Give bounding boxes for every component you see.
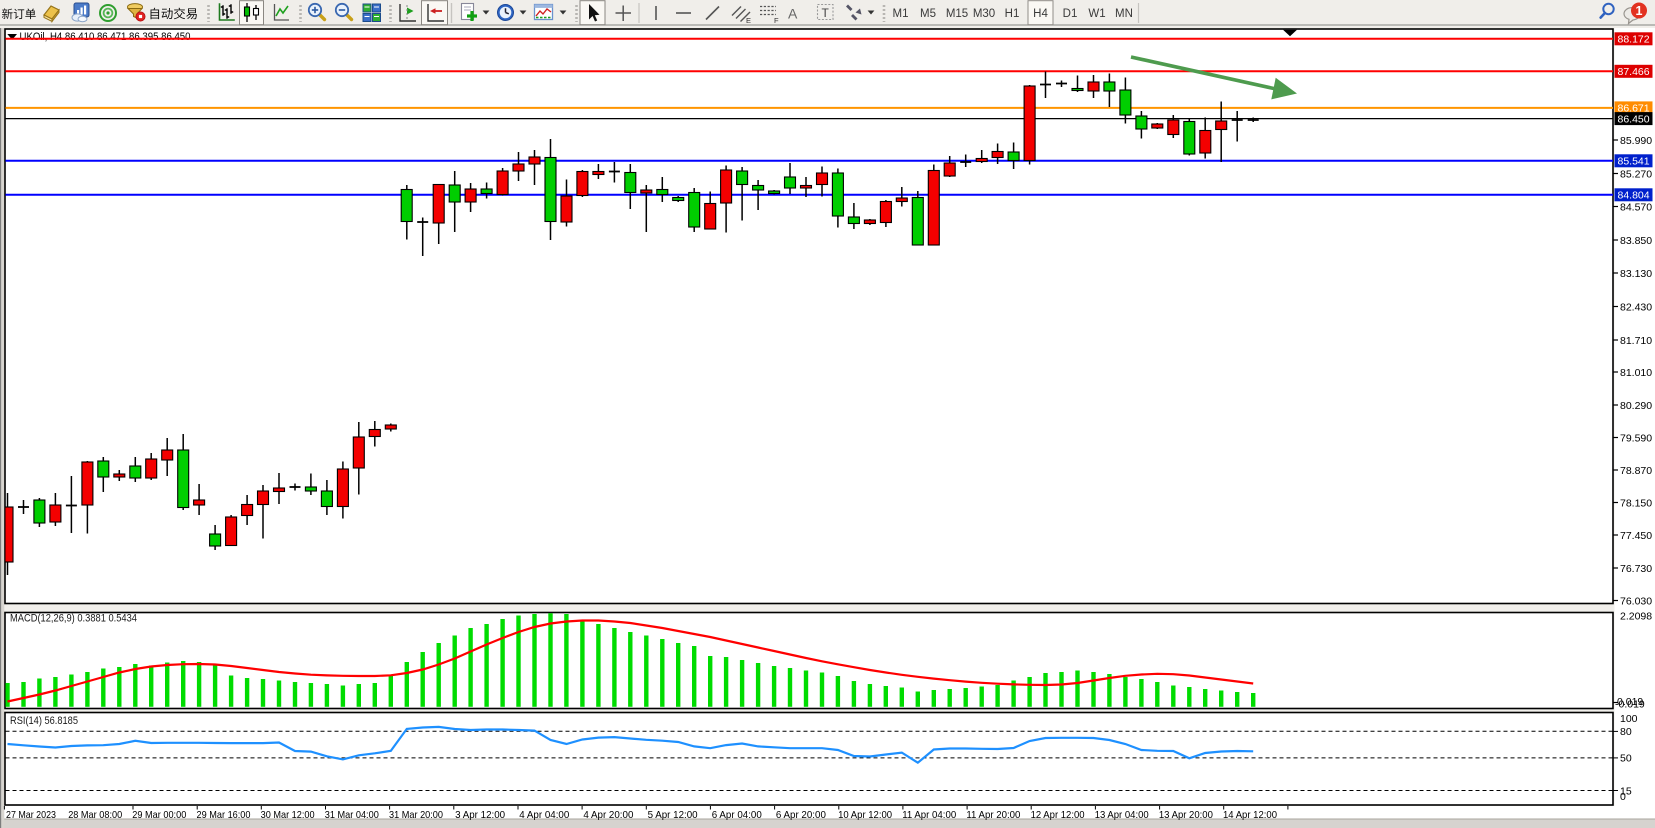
svg-text:76.030: 76.030 [1620, 595, 1652, 607]
svg-text:W1: W1 [1088, 8, 1105, 20]
svg-text:85.990: 85.990 [1620, 135, 1652, 147]
svg-text:30 Mar 12:00: 30 Mar 12:00 [261, 809, 315, 821]
svg-text:-0.019: -0.019 [1615, 699, 1645, 711]
svg-text:A: A [788, 6, 798, 22]
svg-text:M15: M15 [946, 8, 968, 20]
svg-text:50: 50 [1620, 753, 1632, 765]
svg-text:76.730: 76.730 [1620, 563, 1652, 575]
svg-text:M5: M5 [920, 8, 936, 20]
svg-text:12 Apr 12:00: 12 Apr 12:00 [1031, 809, 1085, 821]
svg-text:M1: M1 [893, 8, 909, 20]
svg-text:81.710: 81.710 [1620, 335, 1652, 347]
svg-text:MN: MN [1115, 8, 1133, 20]
svg-text:78.870: 78.870 [1620, 465, 1652, 477]
svg-text:E: E [746, 16, 751, 25]
svg-text:84.804: 84.804 [1618, 190, 1650, 202]
svg-text:79.590: 79.590 [1620, 432, 1652, 444]
svg-text:31 Mar 04:00: 31 Mar 04:00 [325, 809, 379, 821]
svg-text:85.541: 85.541 [1618, 156, 1650, 168]
svg-text:6 Apr 04:00: 6 Apr 04:00 [712, 809, 762, 821]
svg-text:82.430: 82.430 [1620, 301, 1652, 313]
svg-text:77.450: 77.450 [1620, 530, 1652, 542]
svg-text:83.850: 83.850 [1620, 235, 1652, 247]
svg-text:84.570: 84.570 [1620, 201, 1652, 213]
svg-text:31 Mar 20:00: 31 Mar 20:00 [389, 809, 443, 821]
svg-text:86.671: 86.671 [1618, 103, 1650, 115]
svg-text:83.130: 83.130 [1620, 268, 1652, 280]
svg-text:29 Mar 00:00: 29 Mar 00:00 [132, 809, 186, 821]
svg-text:11 Apr 04:00: 11 Apr 04:00 [902, 809, 956, 821]
svg-text:86.450: 86.450 [1618, 113, 1650, 125]
svg-text:14 Apr 12:00: 14 Apr 12:00 [1223, 809, 1277, 821]
svg-text:H1: H1 [1005, 8, 1020, 20]
svg-text:T: T [822, 6, 830, 20]
svg-text:RSI(14) 56.8185: RSI(14) 56.8185 [10, 715, 78, 727]
svg-text:3 Apr 12:00: 3 Apr 12:00 [455, 809, 505, 821]
svg-text:80: 80 [1620, 726, 1632, 738]
svg-text:2.2098: 2.2098 [1620, 610, 1652, 622]
svg-text:1: 1 [1636, 4, 1643, 18]
svg-text:11 Apr 20:00: 11 Apr 20:00 [966, 809, 1020, 821]
svg-text:4 Apr 20:00: 4 Apr 20:00 [583, 809, 633, 821]
svg-text:0: 0 [1620, 791, 1626, 803]
svg-text:4 Apr 04:00: 4 Apr 04:00 [519, 809, 569, 821]
svg-text:100: 100 [1620, 713, 1638, 725]
svg-text:78.150: 78.150 [1620, 497, 1652, 509]
svg-text:13 Apr 04:00: 13 Apr 04:00 [1095, 809, 1149, 821]
svg-text:28 Mar 08:00: 28 Mar 08:00 [68, 809, 122, 821]
svg-text:UKOil, H4 86.410 86.471 86.39: UKOil, H4 86.410 86.471 86.395 86.450 [20, 31, 191, 43]
svg-text:88.172: 88.172 [1618, 34, 1650, 46]
svg-text:10 Apr 12:00: 10 Apr 12:00 [838, 809, 892, 821]
svg-text:13 Apr 20:00: 13 Apr 20:00 [1159, 809, 1213, 821]
svg-text:MACD(12,26,9) 0.3881 0.5434: MACD(12,26,9) 0.3881 0.5434 [10, 613, 137, 625]
svg-text:85.270: 85.270 [1620, 168, 1652, 180]
svg-text:87.466: 87.466 [1618, 66, 1650, 78]
svg-text:15: 15 [1620, 785, 1632, 797]
svg-text:5 Apr 12:00: 5 Apr 12:00 [648, 809, 698, 821]
svg-text:D1: D1 [1063, 8, 1078, 20]
svg-text:F: F [774, 16, 779, 25]
svg-text:27 Mar 2023: 27 Mar 2023 [6, 809, 56, 821]
svg-text:80.290: 80.290 [1620, 400, 1652, 412]
svg-text:H4: H4 [1033, 8, 1048, 20]
svg-text:29 Mar 16:00: 29 Mar 16:00 [197, 809, 251, 821]
svg-text:6 Apr 20:00: 6 Apr 20:00 [776, 809, 826, 821]
svg-text:M30: M30 [973, 8, 995, 20]
svg-text:81.010: 81.010 [1620, 367, 1652, 379]
svg-text:0.019: 0.019 [1617, 696, 1643, 708]
